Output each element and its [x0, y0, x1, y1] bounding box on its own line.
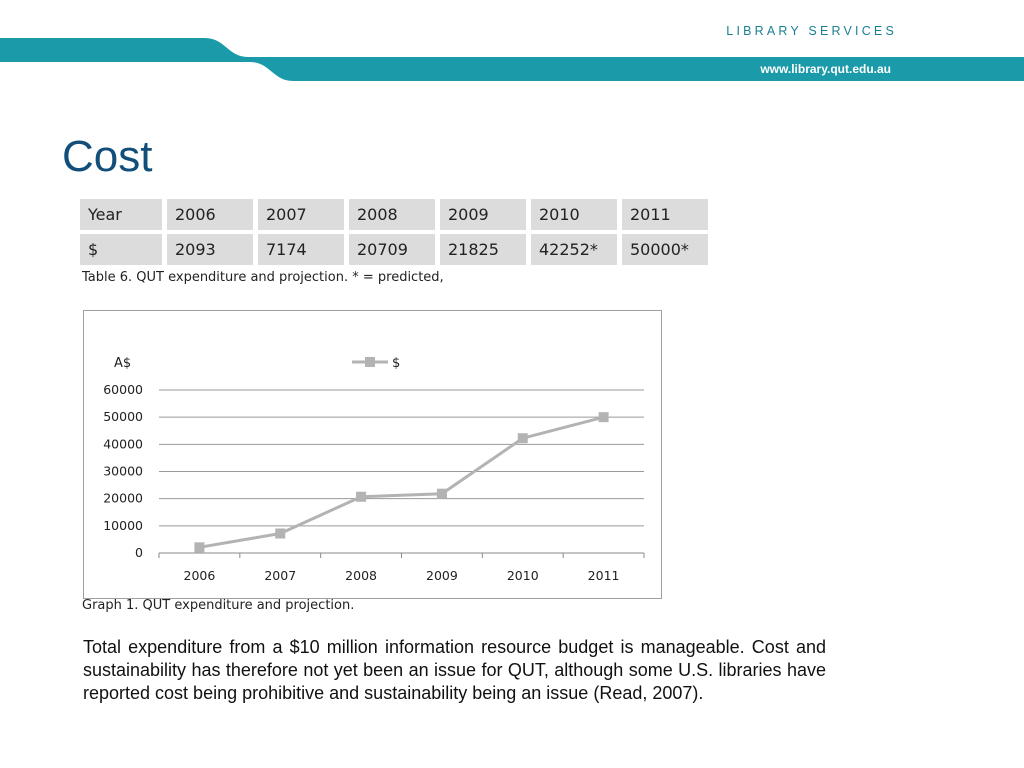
table-row: $ 2093 7174 20709 21825 42252* 50000* [80, 234, 708, 265]
table-cell: 2008 [349, 199, 435, 230]
table-cell: 2006 [167, 199, 253, 230]
series-line [199, 415, 604, 549]
table-cell: 2093 [167, 234, 253, 265]
data-point [517, 433, 528, 444]
y-tick-label: 40000 [103, 436, 143, 451]
data-point [598, 412, 609, 423]
site-url[interactable]: www.library.qut.edu.au [760, 62, 891, 76]
expenditure-chart: 0 10000 20000 30000 40000 50000 60000 2006 2007 2… [83, 310, 662, 599]
expenditure-table: Year 2006 2007 2008 2009 2010 2011 $ 209… [75, 195, 713, 269]
chart-svg: 0 10000 20000 30000 40000 50000 60000 2006 2007 2… [103, 356, 645, 583]
table-caption: Table 6. QUT expenditure and projection.… [82, 270, 444, 285]
data-point [275, 528, 286, 539]
body-paragraph: Total expenditure from a $10 million inf… [83, 637, 826, 703]
data-point [194, 542, 205, 553]
data-point [436, 488, 447, 499]
table-cell: Year [80, 199, 162, 230]
header-banner [0, 38, 1024, 81]
x-tick-label: 2010 [507, 568, 539, 583]
table-cell: 50000* [622, 234, 708, 265]
y-tick-label: 30000 [103, 464, 143, 479]
table-header-row: Year 2006 2007 2008 2009 2010 2011 [80, 199, 708, 230]
y-axis-label: A$ [114, 356, 131, 371]
x-tick-label: 2006 [184, 568, 216, 583]
y-tick-label: 10000 [103, 518, 143, 533]
y-tick-label: 50000 [103, 409, 143, 424]
x-tick-label: 2007 [264, 568, 296, 583]
x-tick-label: 2008 [345, 568, 377, 583]
table-cell: 2007 [258, 199, 344, 230]
y-tick-label: 60000 [103, 382, 143, 397]
table-cell: 20709 [349, 234, 435, 265]
table-cell: 7174 [258, 234, 344, 265]
legend-marker [365, 357, 375, 367]
table-cell: 2011 [622, 199, 708, 230]
brand-name: LIBRARY SERVICES [726, 24, 897, 38]
table-cell: 21825 [440, 234, 526, 265]
graph-caption: Graph 1. QUT expenditure and projection. [82, 598, 355, 613]
table-cell: 42252* [531, 234, 617, 265]
table-cell: 2009 [440, 199, 526, 230]
table-cell: 2010 [531, 199, 617, 230]
y-tick-label: 20000 [103, 491, 143, 506]
data-point [356, 491, 367, 502]
x-tick-label: 2009 [426, 568, 458, 583]
table-cell: $ [80, 234, 162, 265]
legend-label: $ [392, 356, 400, 371]
x-tick-label: 2011 [588, 568, 620, 583]
y-tick-label: 0 [135, 545, 143, 560]
page-title: Cost [62, 132, 153, 181]
